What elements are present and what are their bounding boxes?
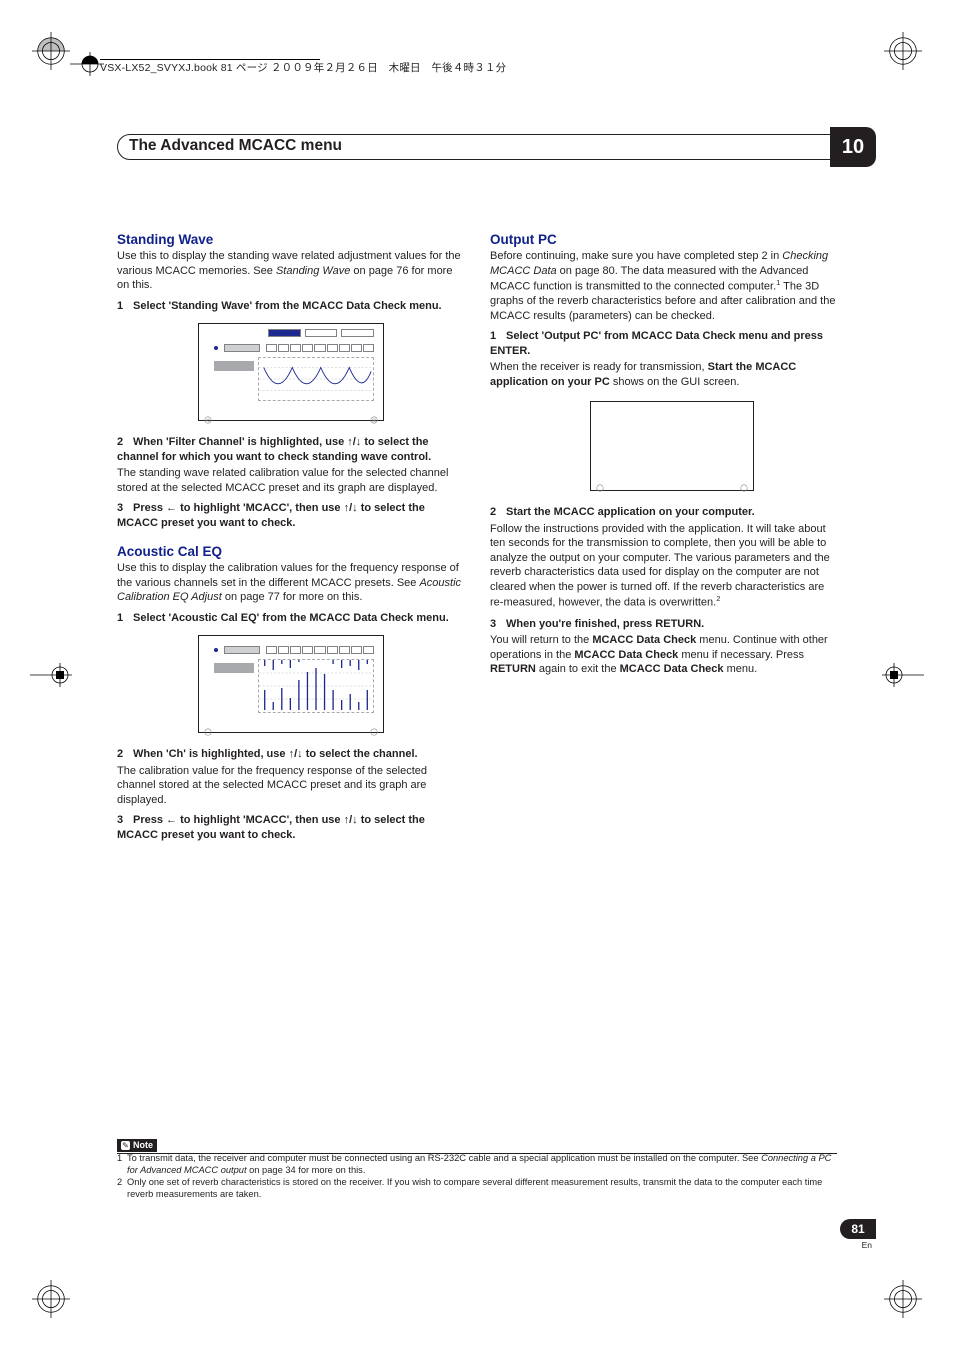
note-label: ✎Note [117, 1139, 157, 1152]
footnote-2: 2Only one set of reverb characteristics … [117, 1177, 837, 1201]
output-pc-intro: Before continuing, make sure you have co… [490, 249, 838, 323]
chapter-title: The Advanced MCACC menu [129, 137, 342, 155]
footnotes: 1To transmit data, the receiver and comp… [117, 1153, 837, 1201]
figure-output-pc [590, 401, 754, 491]
print-header-text: VSX-LX52_SVYXJ.book 81 ページ ２００９年２月２６日 木曜… [100, 62, 506, 74]
ac-step-1: 1Select 'Acoustic Cal EQ' from the MCACC… [117, 611, 465, 626]
heading-output-pc: Output PC [490, 232, 838, 247]
op-step-3: 3When you're finished, press RETURN. [490, 617, 838, 632]
chapter-bar: The Advanced MCACC menu [117, 134, 838, 160]
svg-text:⟲: ⟲ [206, 418, 211, 424]
ac-step-2: 2When 'Ch' is highlighted, use ↑/↓ to se… [117, 747, 465, 762]
page-number: 81 [840, 1219, 876, 1239]
op-step-2: 2Start the MCACC application on your com… [490, 505, 838, 520]
footnote-ref-2: 2 [716, 594, 720, 603]
arrow-left-icon: ← [166, 814, 177, 826]
right-column: Output PC Before continuing, make sure y… [490, 232, 838, 683]
chapter-number: 10 [830, 127, 876, 167]
svg-text:⊞: ⊞ [372, 418, 376, 424]
left-column: Standing Wave Use this to display the st… [117, 232, 465, 844]
ac-step-2-body: The calibration value for the frequency … [117, 764, 465, 808]
sw-step-3: 3Press ← to highlight 'MCACC', then use … [117, 501, 465, 530]
arrow-up-down-icon: ↑/↓ [289, 748, 303, 760]
note-bar: ✎Note [117, 1135, 837, 1154]
op-step-1-body: When the receiver is ready for transmiss… [490, 360, 838, 389]
page-lang: En [862, 1240, 872, 1250]
figure-acoustic-eq [198, 635, 384, 733]
regmark-br [884, 1280, 922, 1318]
figure-standing-wave: ⟲ ⊞ [198, 323, 384, 421]
acoustic-intro: Use this to display the calibration valu… [117, 561, 465, 605]
arrow-up-down-icon: ↑/↓ [344, 814, 358, 826]
sw-step-2: 2When 'Filter Channel' is highlighted, u… [117, 435, 465, 464]
regmark-bl [32, 1280, 70, 1318]
arrow-left-icon: ← [166, 502, 177, 514]
op-step-2-body: Follow the instructions provided with th… [490, 522, 838, 611]
print-header: VSX-LX52_SVYXJ.book 81 ページ ２００９年２月２６日 木曜… [100, 60, 506, 75]
footnote-1: 1To transmit data, the receiver and comp… [117, 1153, 837, 1177]
sw-step-2-body: The standing wave related calibration va… [117, 466, 465, 495]
arrow-up-down-icon: ↑/↓ [344, 502, 358, 514]
op-step-1: 1Select 'Output PC' from MCACC Data Chec… [490, 329, 838, 358]
heading-standing-wave: Standing Wave [117, 232, 465, 247]
regmark-tl [32, 32, 70, 70]
sw-step-1: 1Select 'Standing Wave' from the MCACC D… [117, 299, 465, 314]
crosshair-left [30, 663, 72, 687]
op-step-3-body: You will return to the MCACC Data Check … [490, 633, 838, 677]
ac-step-3: 3Press ← to highlight 'MCACC', then use … [117, 813, 465, 842]
regmark-tr [884, 32, 922, 70]
crosshair-header [70, 52, 104, 76]
note-icon: ✎ [121, 1141, 130, 1150]
heading-acoustic-cal-eq: Acoustic Cal EQ [117, 544, 465, 559]
arrow-up-down-icon: ↑/↓ [347, 436, 361, 448]
standing-wave-intro: Use this to display the standing wave re… [117, 249, 465, 293]
crosshair-right [882, 663, 924, 687]
